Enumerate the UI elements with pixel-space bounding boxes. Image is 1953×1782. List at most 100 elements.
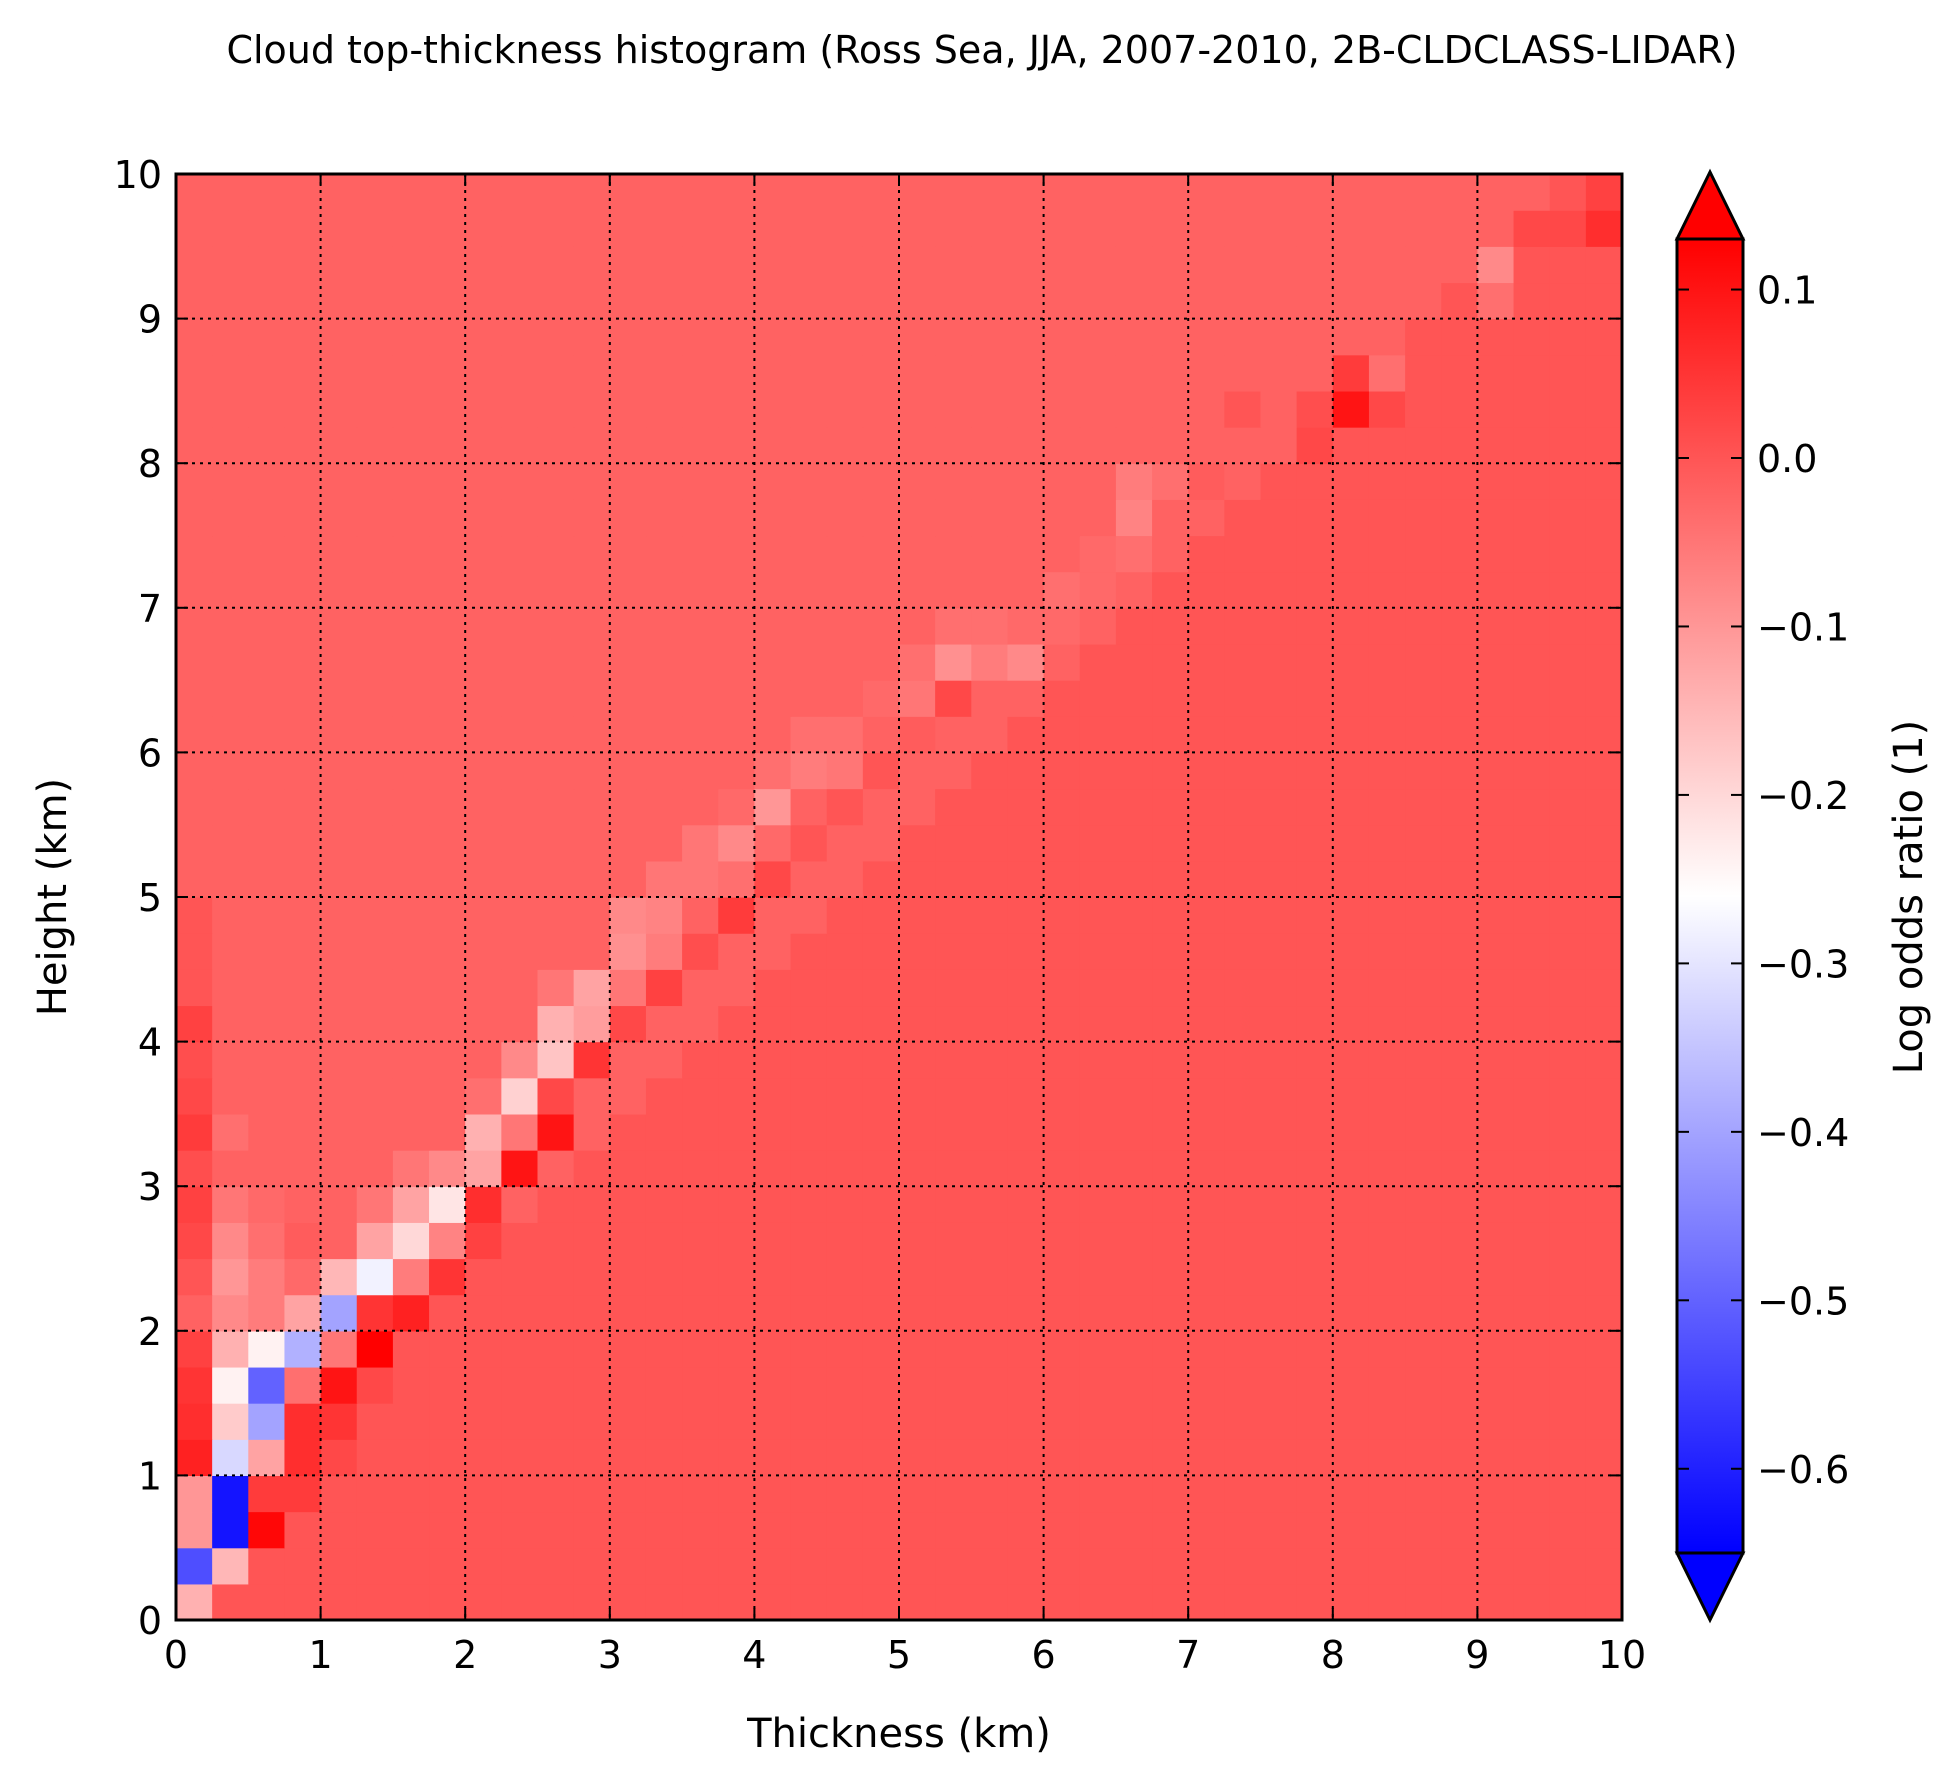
heatmap-cell xyxy=(1477,607,1515,645)
heatmap-cell xyxy=(935,1041,972,1079)
heatmap-cell xyxy=(862,969,900,1007)
heatmap-cell xyxy=(1007,1041,1045,1079)
heatmap-cell xyxy=(356,390,394,428)
heatmap-cell xyxy=(754,1113,792,1151)
heatmap-cell xyxy=(176,1403,213,1440)
heatmap-cell xyxy=(573,788,611,826)
heatmap-cell xyxy=(1477,1113,1515,1151)
heatmap-cell xyxy=(501,246,539,284)
heatmap-cell xyxy=(971,824,1009,862)
heatmap-cell xyxy=(1188,1041,1225,1079)
heatmap-cell xyxy=(1007,210,1045,247)
heatmap-cell xyxy=(1079,607,1117,645)
heatmap-cell xyxy=(645,354,683,392)
heatmap-cell xyxy=(1152,318,1189,356)
heatmap-cell xyxy=(1260,716,1298,753)
heatmap-cell xyxy=(465,1005,502,1043)
heatmap-cell xyxy=(320,1222,358,1260)
heatmap-cell xyxy=(356,571,394,609)
heatmap-cell xyxy=(862,752,900,790)
heatmap-cell xyxy=(573,1583,611,1621)
heatmap-cell xyxy=(718,1150,755,1187)
heatmap-cell xyxy=(1007,1077,1045,1115)
heatmap-cell xyxy=(899,788,936,826)
heatmap-cell xyxy=(1477,390,1515,428)
heatmap-cell xyxy=(1007,1005,1045,1043)
heatmap-cell xyxy=(1007,1258,1045,1296)
heatmap-cell xyxy=(501,427,539,464)
heatmap-cell xyxy=(1549,318,1587,356)
heatmap-cell xyxy=(212,1150,249,1187)
heatmap-cell xyxy=(248,860,286,898)
heatmap-cell xyxy=(1152,246,1189,284)
heatmap-cell xyxy=(248,680,286,717)
heatmap-cell xyxy=(1043,499,1081,537)
heatmap-cell xyxy=(1477,499,1515,537)
heatmap-cell xyxy=(176,282,213,320)
heatmap-cell xyxy=(1405,1258,1442,1296)
heatmap-cell xyxy=(645,535,683,573)
heatmap-cell xyxy=(284,535,322,573)
heatmap-cell xyxy=(248,1077,286,1115)
heatmap-cell xyxy=(176,680,213,717)
heatmap-cell xyxy=(1115,1041,1153,1079)
heatmap-cell xyxy=(862,354,900,392)
y-tick-label: 1 xyxy=(138,1454,162,1498)
heatmap-cell xyxy=(284,1547,322,1585)
heatmap-cell xyxy=(971,788,1009,826)
heatmap-cell xyxy=(320,1041,358,1079)
heatmap-cell xyxy=(1296,716,1334,753)
heatmap-cell xyxy=(682,1475,719,1513)
heatmap-cell xyxy=(1043,1511,1081,1549)
heatmap-cell xyxy=(1332,1258,1370,1296)
heatmap-cell xyxy=(392,1583,430,1621)
heatmap-cell xyxy=(1079,210,1117,247)
heatmap-cell xyxy=(971,933,1009,970)
heatmap-cell xyxy=(1296,1583,1334,1621)
heatmap-cell xyxy=(537,1041,575,1079)
heatmap-cell xyxy=(1585,1439,1623,1476)
heatmap-cell xyxy=(1296,1511,1334,1549)
heatmap-cell xyxy=(284,680,322,717)
heatmap-cell xyxy=(971,1475,1009,1513)
heatmap-cell xyxy=(1224,897,1262,934)
heatmap-cell xyxy=(212,210,249,247)
x-tick-label: 7 xyxy=(1176,1633,1200,1677)
heatmap-cell xyxy=(899,1366,936,1404)
heatmap-cell xyxy=(537,1186,575,1223)
heatmap-cell xyxy=(501,643,539,681)
heatmap-cell xyxy=(1477,210,1515,247)
heatmap-cell xyxy=(320,571,358,609)
heatmap-cell xyxy=(429,1005,466,1043)
heatmap-cell xyxy=(176,1186,213,1223)
heatmap-cell xyxy=(320,969,358,1007)
heatmap-cell xyxy=(1585,607,1623,645)
heatmap-cell xyxy=(645,1403,683,1440)
heatmap-cell xyxy=(1368,752,1406,790)
heatmap-cell xyxy=(609,282,647,320)
heatmap-cell xyxy=(1513,788,1551,826)
heatmap-cell xyxy=(1260,354,1298,392)
heatmap-cell xyxy=(1115,824,1153,862)
heatmap-cell xyxy=(862,571,900,609)
heatmap-cell xyxy=(392,860,430,898)
heatmap-cell xyxy=(826,1583,864,1621)
heatmap-cell xyxy=(790,318,828,356)
heatmap-cell xyxy=(1224,752,1262,790)
heatmap-cell xyxy=(754,1077,792,1115)
heatmap-cell xyxy=(1513,643,1551,681)
heatmap-cell xyxy=(1332,282,1370,320)
heatmap-cell xyxy=(682,390,719,428)
heatmap-cell xyxy=(212,607,249,645)
heatmap-cell xyxy=(718,716,755,753)
heatmap-cell xyxy=(284,1258,322,1296)
heatmap-cell xyxy=(1260,210,1298,247)
heatmap-cell xyxy=(1152,788,1189,826)
heatmap-cell xyxy=(320,1330,358,1368)
heatmap-cell xyxy=(935,1403,972,1440)
heatmap-cell xyxy=(573,897,611,934)
heatmap-cell xyxy=(862,788,900,826)
heatmap-cell xyxy=(1513,282,1551,320)
heatmap-cell xyxy=(1405,1366,1442,1404)
heatmap-cell xyxy=(392,282,430,320)
